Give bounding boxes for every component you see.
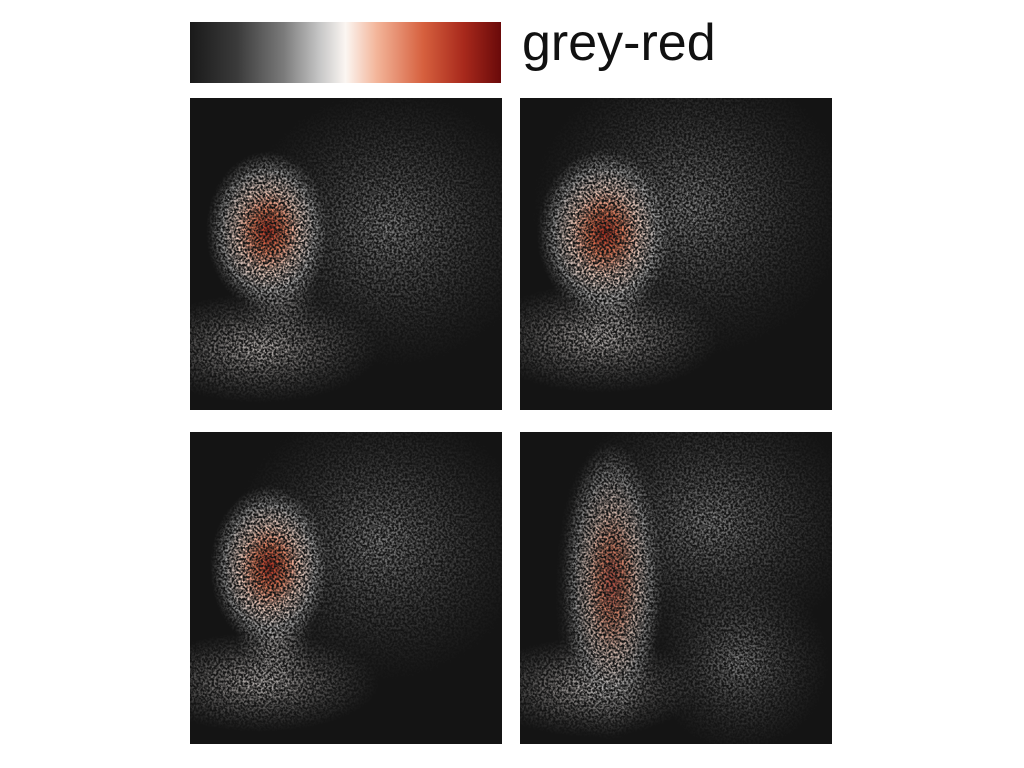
- heatmap-panel: [190, 432, 502, 744]
- colorbar: [190, 22, 501, 83]
- heatmap-panel: [520, 98, 832, 410]
- colorbar-label: grey-red: [522, 14, 716, 72]
- heatmap-panel: [190, 98, 502, 410]
- heatmap-panel: [520, 432, 832, 744]
